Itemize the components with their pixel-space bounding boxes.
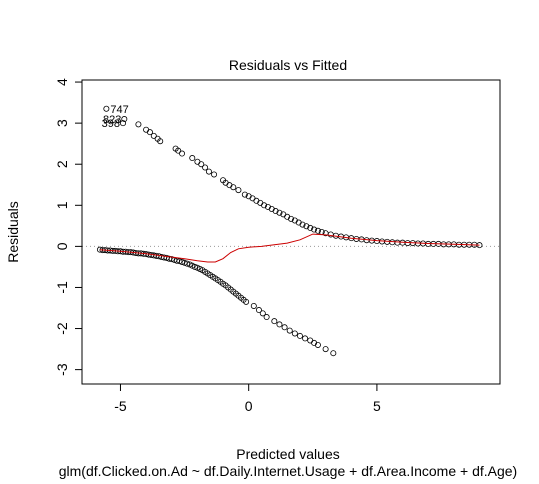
residual-point: [250, 302, 257, 309]
residual-point: [314, 341, 321, 348]
residual-point: [276, 209, 283, 216]
residual-point: [198, 161, 205, 168]
residual-point: [143, 126, 150, 133]
residual-point: [287, 215, 294, 222]
outlier-label-823: 823: [103, 114, 121, 126]
residual-point: [235, 187, 242, 194]
x-axis-title: Predicted values: [236, 446, 340, 462]
residual-point: [263, 314, 270, 321]
residual-point: [389, 239, 396, 246]
residual-point: [157, 138, 164, 145]
residual-point: [327, 231, 334, 238]
smoothed-trend-line: [99, 233, 480, 263]
y-tick-label: -3: [54, 363, 70, 376]
model-formula-caption: glm(df.Clicked.on.Ad ~ df.Daily.Internet…: [59, 463, 517, 479]
residual-point: [307, 337, 314, 344]
x-axis: -5 0 5: [114, 383, 381, 414]
residual-point: [259, 310, 266, 317]
residual-point: [302, 335, 309, 342]
y-tick-label: 3: [54, 119, 70, 127]
residual-point: [311, 226, 318, 233]
x-tick-label: 0: [245, 398, 253, 414]
outlier-label-398: 398: [102, 118, 120, 130]
residual-point: [230, 184, 237, 191]
residual-point: [241, 191, 248, 198]
residual-point: [211, 171, 218, 178]
residual-point: [184, 260, 191, 267]
residual-point: [243, 298, 250, 305]
residual-point: [175, 147, 182, 154]
residual-point: [296, 332, 303, 339]
residual-point: [261, 202, 268, 209]
y-tick-label: 2: [54, 160, 70, 168]
outlier-point: [121, 116, 128, 123]
y-tick-label: 0: [54, 242, 70, 250]
residual-points: [96, 105, 483, 357]
residual-point: [286, 327, 293, 334]
chart-title: Residuals vs Fitted: [229, 57, 347, 73]
residual-point: [179, 150, 186, 157]
residual-point: [135, 121, 142, 128]
residual-point: [272, 208, 279, 215]
residual-point: [202, 164, 209, 171]
residual-point: [299, 221, 306, 228]
residual-point: [276, 321, 283, 328]
residual-point: [281, 324, 288, 331]
residual-point: [314, 227, 321, 234]
y-axis: -3 -2 -1 0 1 2 3 4: [54, 78, 83, 376]
residual-point: [291, 330, 298, 337]
residual-point: [271, 318, 278, 325]
residual-point: [303, 223, 310, 230]
y-tick-label: -1: [54, 281, 70, 294]
residual-point: [394, 239, 401, 246]
residual-point: [189, 155, 196, 162]
outlier-point: [103, 105, 110, 112]
residual-point: [205, 168, 212, 175]
plot-frame: [81, 79, 501, 385]
residual-point: [194, 158, 201, 165]
residual-point: [150, 132, 157, 139]
y-axis-title: Residuals: [5, 201, 21, 262]
residual-point: [191, 263, 198, 270]
residual-point: [168, 256, 175, 263]
residual-point: [179, 258, 186, 265]
x-tick-label: -5: [114, 398, 127, 414]
x-tick-label: 5: [373, 398, 381, 414]
residual-point: [307, 224, 314, 231]
residual-point: [255, 307, 262, 314]
y-tick-label: 4: [54, 78, 70, 86]
residual-point: [322, 346, 329, 353]
y-tick-label: -2: [54, 322, 70, 335]
outlier-point: [120, 120, 127, 127]
residual-point: [176, 258, 183, 265]
outlier-label-747: 747: [110, 104, 128, 116]
residual-point: [181, 259, 188, 266]
y-tick-label: 1: [54, 201, 70, 209]
residual-point: [330, 350, 337, 357]
residual-point: [146, 129, 153, 136]
